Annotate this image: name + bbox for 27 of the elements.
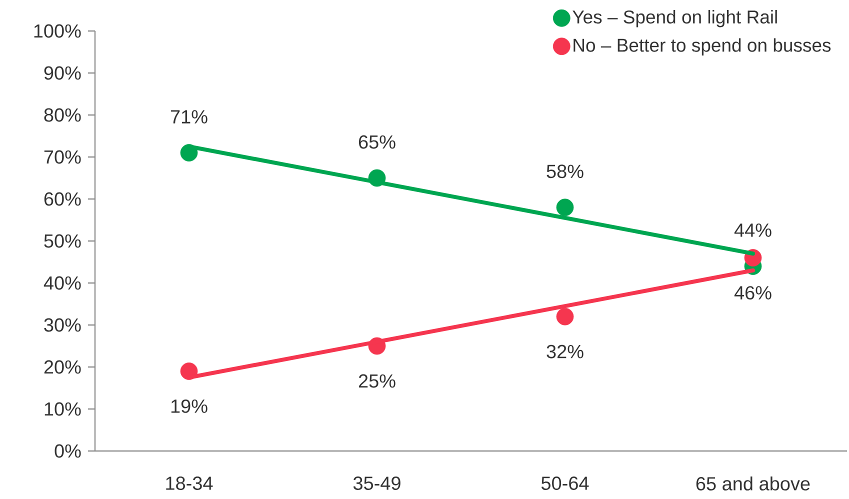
data-label: 46%: [734, 286, 772, 300]
point: [556, 198, 574, 216]
y-tick-label: 100%: [34, 24, 81, 38]
data-label: 58%: [546, 164, 584, 178]
x-tick-label: 18-34: [166, 476, 213, 490]
y-tick-label: 80%: [44, 108, 81, 122]
y-tick-label: 40%: [44, 276, 81, 290]
y-tick-label: 60%: [44, 192, 81, 206]
x-tick-label: 50-64: [541, 476, 589, 490]
data-label: 32%: [546, 344, 584, 358]
y-tick-label: 30%: [44, 318, 81, 332]
y-tick-label: 10%: [44, 402, 81, 416]
y-tick-label: 70%: [44, 150, 81, 164]
y-tick-label: 20%: [44, 360, 81, 374]
data-label: 19%: [171, 399, 208, 413]
legend-label: Yes – Spend on light Rail: [572, 10, 777, 28]
x-tick-label: 65 and above: [696, 476, 810, 490]
data-label: 25%: [358, 374, 396, 388]
legend-label: No – Better to spend on busses: [574, 38, 831, 56]
y-tick-label: 90%: [44, 66, 81, 80]
data-label: 44%: [734, 224, 772, 237]
data-label: 71%: [170, 110, 208, 124]
x-tick-label: 35-49: [353, 476, 400, 490]
y-tick-label: 50%: [44, 234, 81, 248]
y-tick-label: 0%: [54, 444, 81, 458]
point: [556, 308, 574, 326]
data-label: 65%: [358, 135, 396, 149]
